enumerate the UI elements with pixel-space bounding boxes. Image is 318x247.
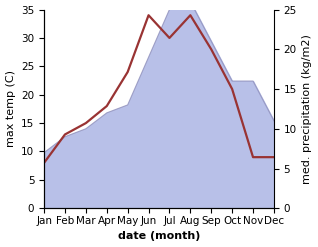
Y-axis label: med. precipitation (kg/m2): med. precipitation (kg/m2): [302, 34, 313, 184]
X-axis label: date (month): date (month): [118, 231, 200, 242]
Y-axis label: max temp (C): max temp (C): [5, 70, 16, 147]
